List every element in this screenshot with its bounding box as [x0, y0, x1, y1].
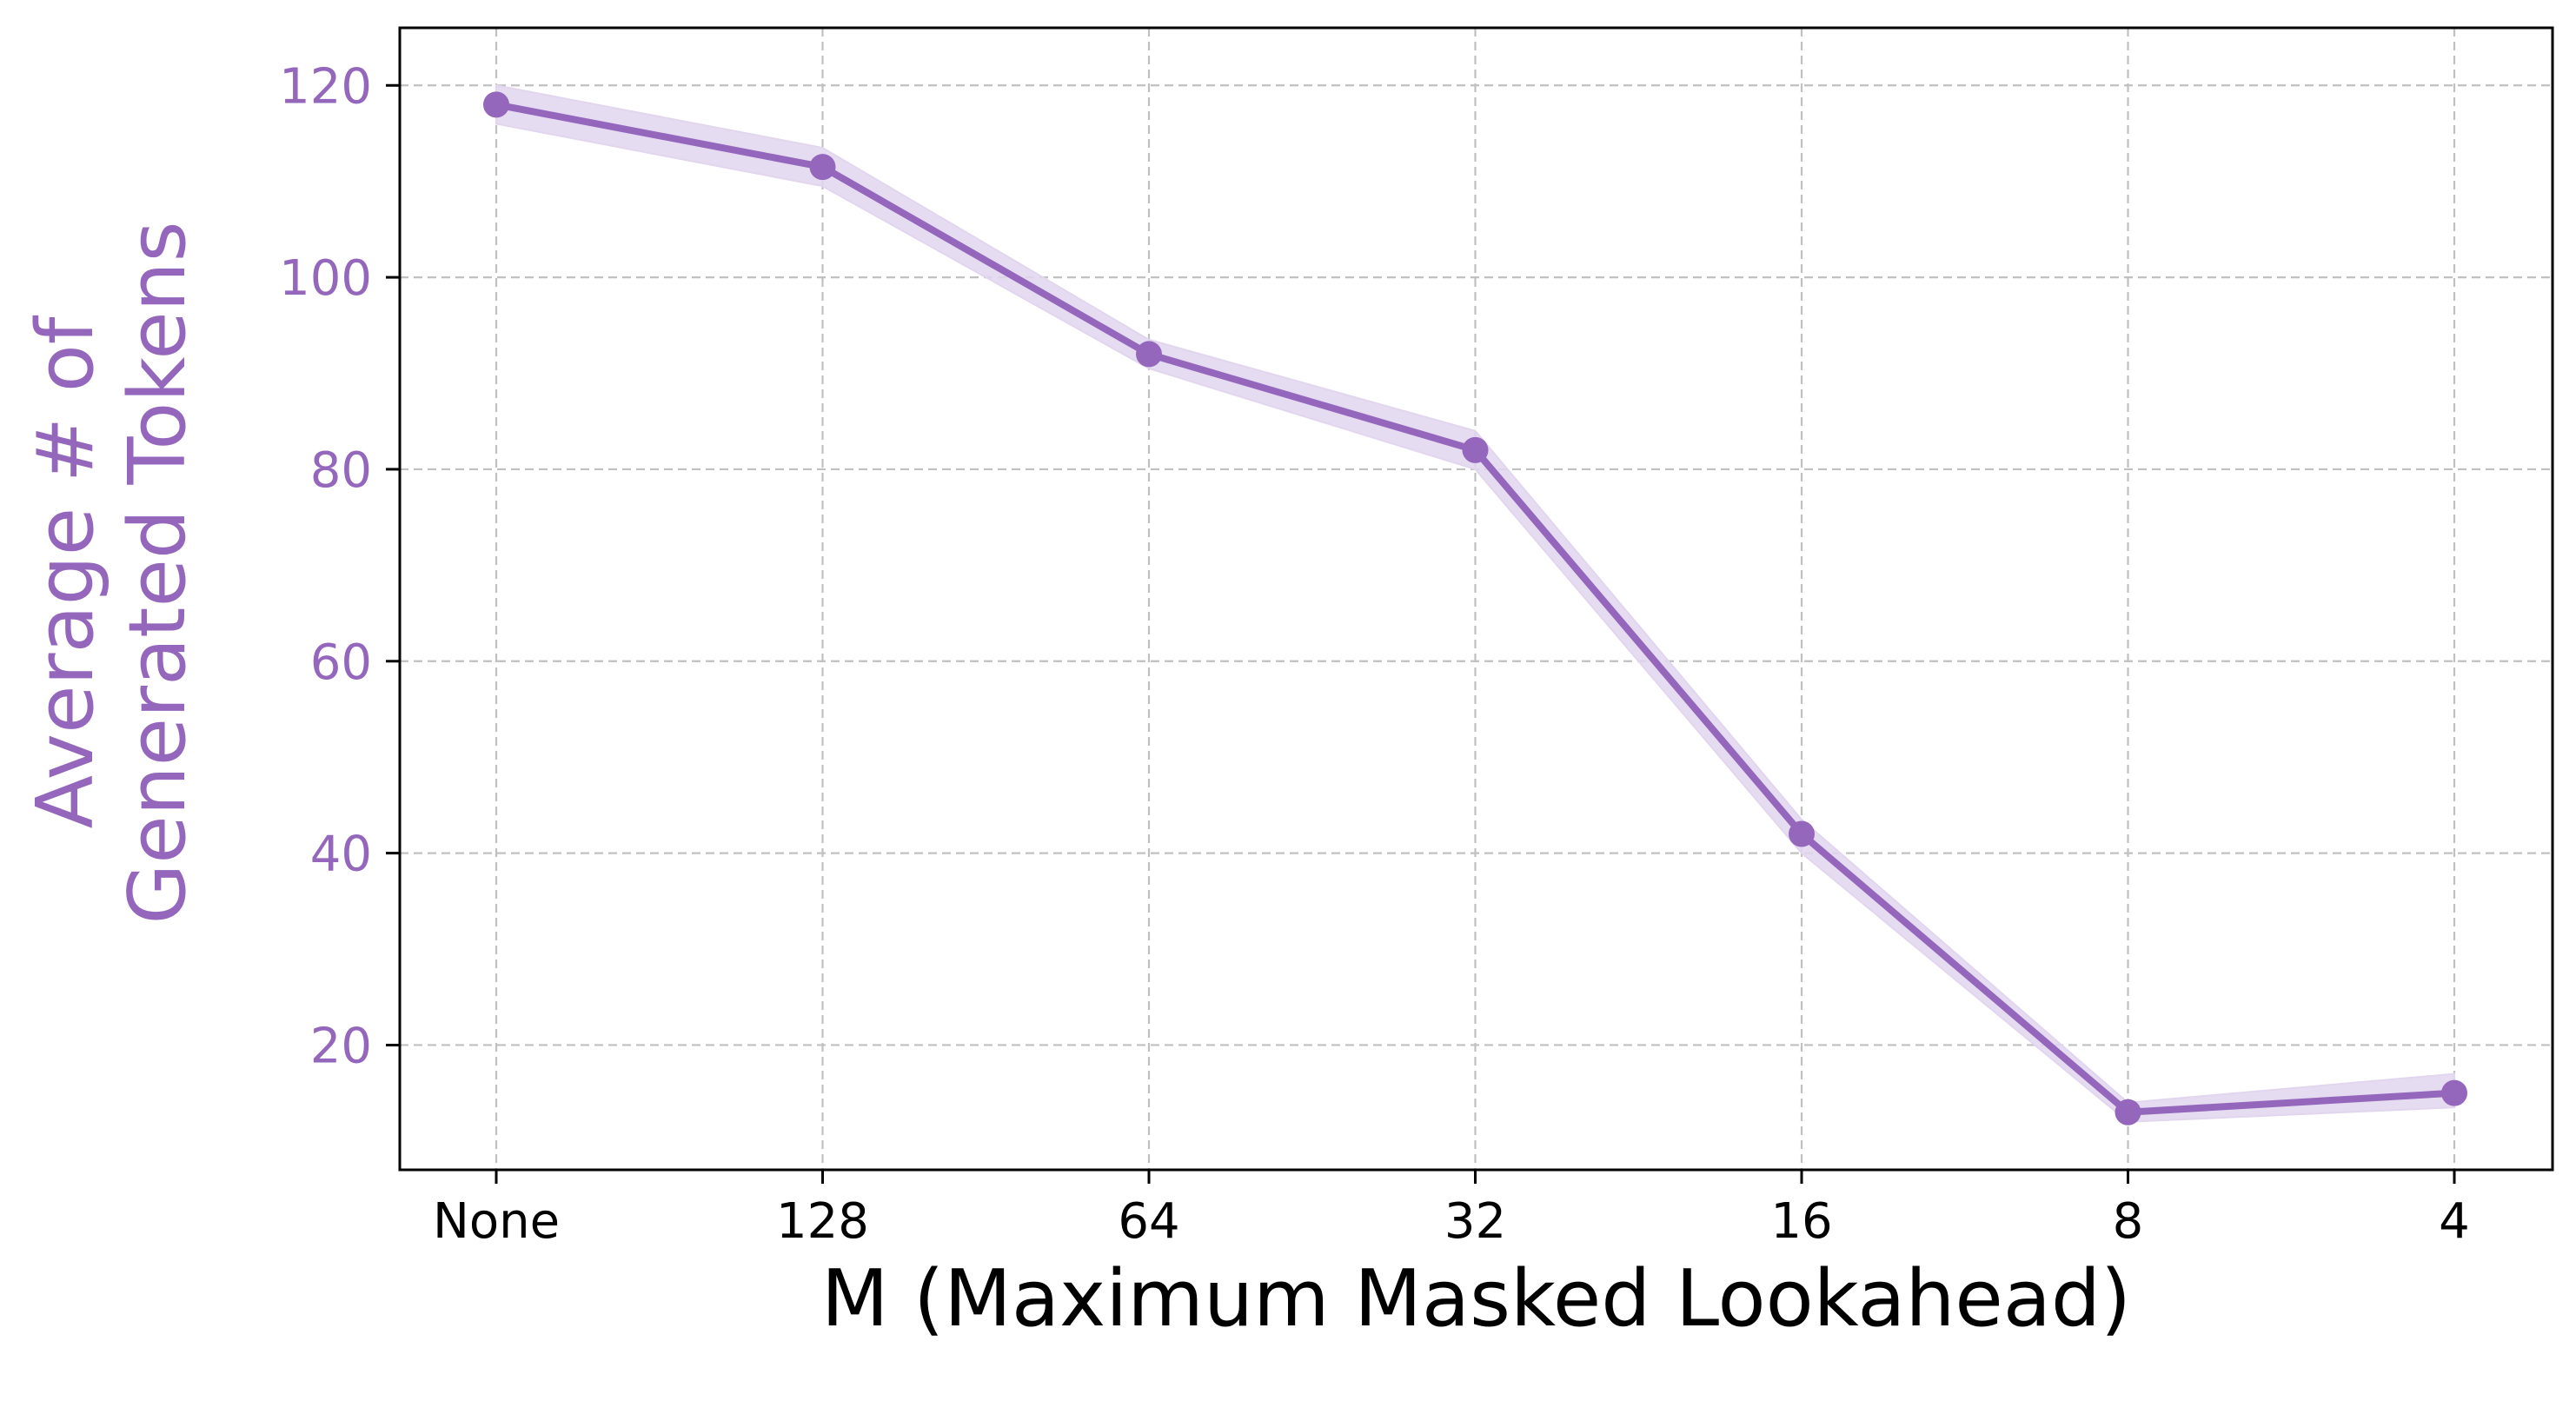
data-point — [2115, 1099, 2141, 1126]
y-tick-label: 120 — [279, 58, 372, 115]
x-tick-label: 32 — [1444, 1193, 1506, 1250]
x-tick-label: None — [433, 1193, 560, 1250]
y-tick-label: 40 — [310, 827, 372, 883]
y-axis-label-line-2: Generated Tokens — [112, 221, 203, 924]
y-tick-label: 60 — [310, 634, 372, 691]
data-point — [1462, 436, 1489, 463]
y-tick-label: 100 — [279, 250, 372, 307]
x-tick-label: 8 — [2113, 1193, 2144, 1250]
confidence-band — [495, 84, 2455, 1123]
x-tick-label: 128 — [776, 1193, 869, 1250]
point-layer — [483, 91, 2467, 1126]
y-axis-label-line-1: Average # of — [20, 315, 111, 828]
y-axis-label: Average # of Generated Tokens — [20, 221, 203, 924]
data-point — [1136, 341, 1162, 368]
y-axis-ticks: 20 40 60 80 100 120 — [279, 58, 400, 1074]
x-tick-label: 4 — [2439, 1193, 2470, 1250]
y-tick-label: 80 — [310, 442, 372, 499]
y-tick-label: 20 — [310, 1018, 372, 1074]
data-point — [2441, 1079, 2467, 1106]
data-point — [483, 91, 509, 118]
x-axis-ticks: None 128 64 32 16 8 4 — [433, 1170, 2470, 1250]
x-axis-label: M (Maximum Masked Lookahead) — [821, 1253, 2131, 1345]
data-point — [1789, 820, 1815, 847]
band-layer — [495, 84, 2455, 1123]
x-tick-label: 16 — [1770, 1193, 1832, 1250]
data-point — [809, 154, 836, 181]
grid-layer — [400, 28, 2553, 1170]
x-tick-label: 64 — [1118, 1193, 1179, 1250]
